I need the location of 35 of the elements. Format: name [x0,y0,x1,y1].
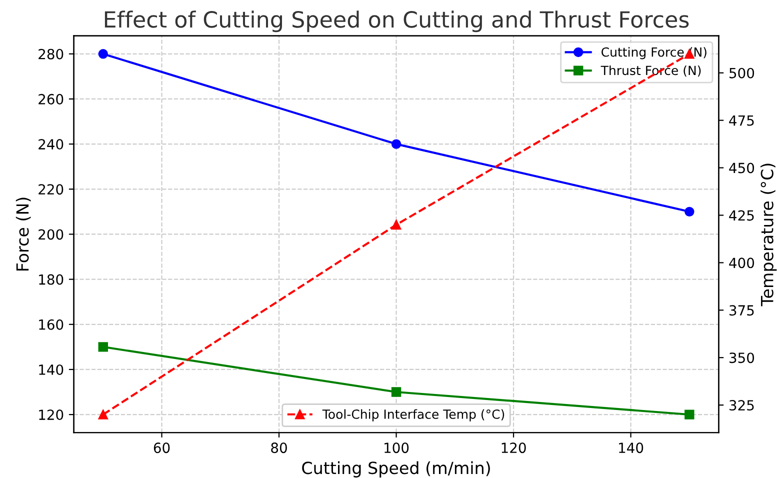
y2-tick-label: 350 [730,352,754,364]
y2-axis-title: Temperature (°C) [760,164,777,306]
point [391,220,402,230]
y2-tick-label: 400 [729,258,754,268]
x-tick-label: 100 [384,442,409,454]
y-tick-label: 160 [39,319,64,330]
x-axis-title: Cutting Speed (m/min) [302,461,490,478]
point [98,410,108,420]
x-tick-label: 60 [154,442,170,454]
y2-tick-label: 375 [730,305,754,316]
y2-tick-label: 325 [730,400,754,411]
point [684,206,694,217]
x-tick-label: 120 [502,442,526,454]
legend-label: Tool-Chip Interface Temp (°C) [322,409,504,422]
y-tick-label: 180 [39,274,64,285]
y2-tick-label: 475 [729,115,754,126]
y-tick-label: 240 [38,139,64,150]
y-tick-label: 280 [38,48,64,60]
point [98,342,108,352]
y-axis-title: Force (N) [16,198,31,271]
point [684,410,694,420]
y-tick-label: 200 [38,229,64,240]
x-tick-label: 80 [271,442,287,454]
y-tick-label: 120 [39,410,64,420]
point [98,49,108,59]
point [391,139,402,149]
y-tick-label: 140 [39,364,64,375]
y2-tick-label: 450 [729,162,754,174]
y-tick-label: 260 [38,94,64,104]
y2-tick-label: 425 [729,210,754,221]
x-tick-label: 140 [619,442,644,454]
y-tick-label: 220 [38,184,64,195]
chart-title: Effect of Cutting Speed on Cutting and Thrust Forces [104,10,689,32]
point [391,387,402,397]
y2-tick-label: 500 [730,68,754,78]
